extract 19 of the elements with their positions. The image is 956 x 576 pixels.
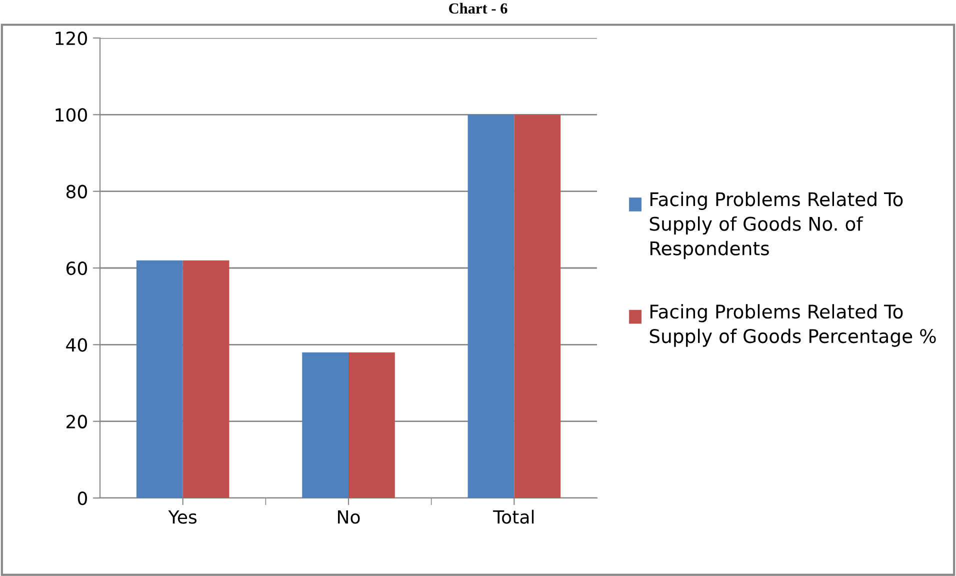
x-tick-label: No <box>338 510 360 524</box>
x-tick-label: Total <box>493 510 534 524</box>
y-tick-label: 20 <box>66 414 87 428</box>
y-tick-label: 40 <box>66 338 87 352</box>
legend-label: Facing Problems Related To Supply of Goods No. of Respondents <box>650 192 903 260</box>
bar <box>514 114 561 498</box>
bar <box>302 352 348 498</box>
y-tick-label: 100 <box>56 108 87 122</box>
y-tick-label: 60 <box>66 261 87 276</box>
bar <box>468 114 514 498</box>
y-tick-label: 120 <box>56 31 87 46</box>
y-tick-label: 80 <box>66 184 87 198</box>
x-tick-label: Yes <box>168 510 197 524</box>
bar <box>182 260 230 498</box>
bar <box>136 260 183 498</box>
bar <box>348 352 395 498</box>
legend-label: Facing Problems Related To Supply of Goods Percentage % <box>650 304 936 347</box>
chart-title: Chart - 6 <box>449 2 508 14</box>
y-tick-label: 0 <box>78 491 87 506</box>
